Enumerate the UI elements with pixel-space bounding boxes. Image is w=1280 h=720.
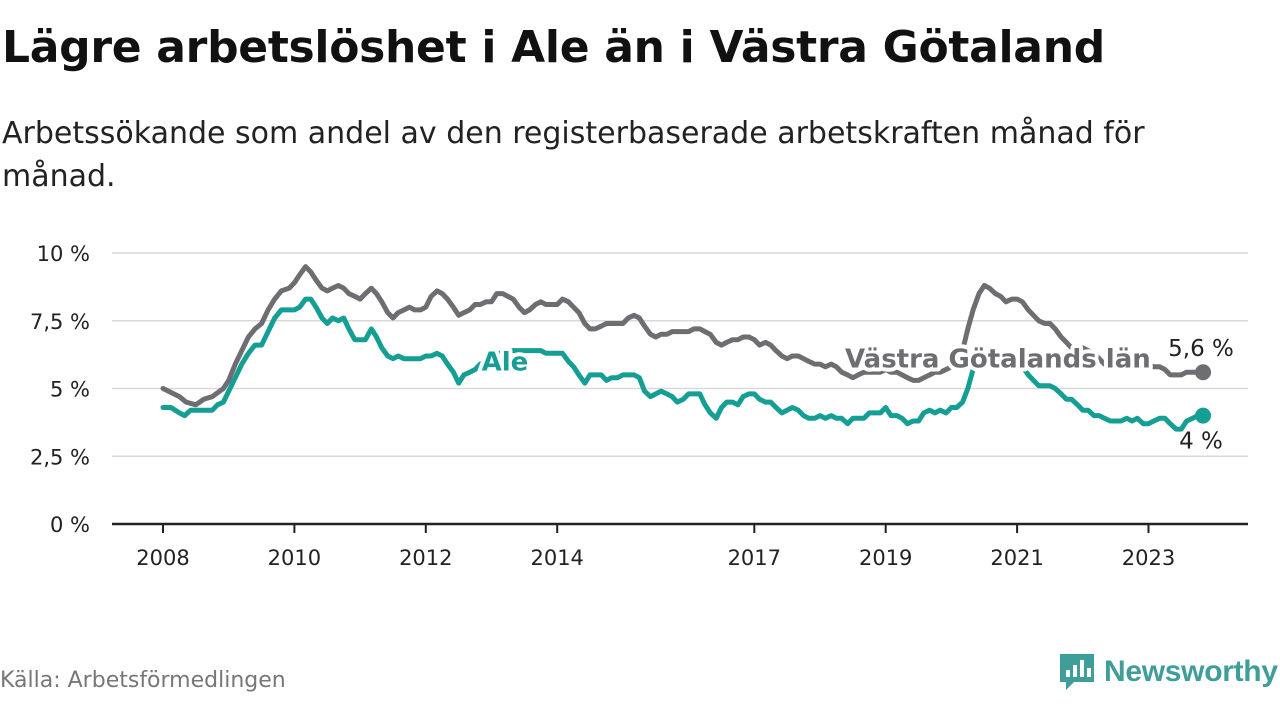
series-label-ale: Ale: [482, 347, 529, 377]
y-tick-label: 7,5 %: [30, 310, 90, 334]
x-tick-label: 2014: [530, 546, 583, 570]
end-value-label-ale: 4 %: [1179, 429, 1223, 455]
x-tick-label: 2017: [728, 546, 781, 570]
series-label-vgl: Västra Götalands län: [845, 345, 1151, 375]
x-tick-label: 2008: [136, 546, 189, 570]
brand-name: Newsworthy: [1104, 655, 1278, 688]
y-tick-label: 2,5 %: [30, 445, 90, 469]
y-tick-label: 0 %: [50, 513, 90, 537]
newsworthy-icon: [1060, 654, 1094, 690]
source-note: Källa: Arbetsförmedlingen: [0, 668, 286, 693]
y-tick-label: 10 %: [37, 242, 90, 266]
x-tick-label: 2023: [1122, 546, 1175, 570]
chart-subtitle: Arbetssökande som andel av den registerb…: [2, 116, 1145, 194]
end-point-ale: [1195, 407, 1212, 424]
x-tick-label: 2012: [399, 546, 452, 570]
x-tick-label: 2019: [859, 546, 912, 570]
series-line-ale: [160, 296, 1206, 432]
brand-logo: Newsworthy: [1058, 652, 1278, 692]
end-value-label-vgl: 5,6 %: [1168, 336, 1234, 362]
end-point-vgl: [1195, 364, 1212, 381]
x-tick-label: 2010: [268, 546, 321, 570]
series-line-vgl: [160, 264, 1206, 408]
line-chart: 0 % 2,5 % 5 % 7,5 % 10 % 2008 2010 2012 2014 2017…: [30, 242, 1248, 570]
chart-title: Lägre arbetslöshet i Ale än i Västra Göt…: [2, 22, 1105, 73]
y-tick-label: 5 %: [50, 378, 90, 402]
x-tick-label: 2021: [990, 546, 1043, 570]
